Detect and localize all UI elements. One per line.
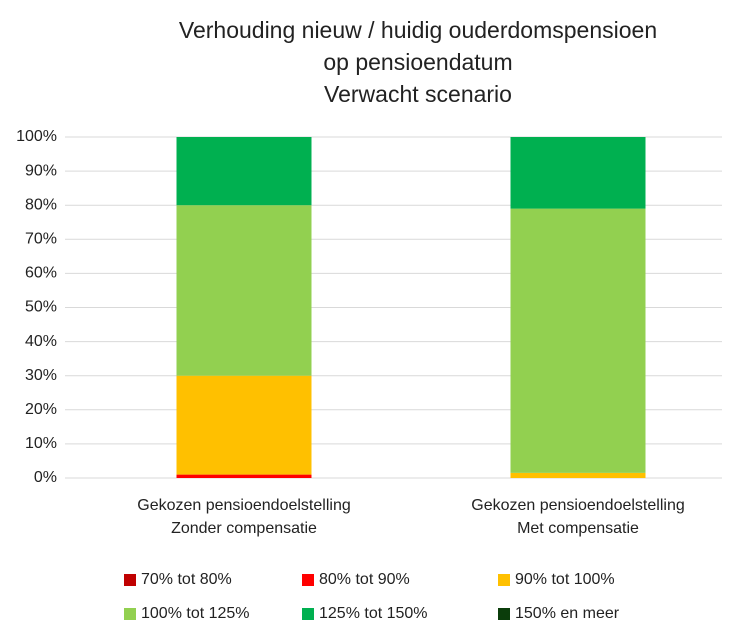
- y-tick-label: 30%: [25, 367, 57, 384]
- y-tick-label: 40%: [25, 333, 57, 350]
- y-tick-label: 100%: [16, 128, 57, 145]
- legend-label: 90% tot 100%: [515, 571, 615, 588]
- x-tick-label: Zonder compensatie: [171, 520, 317, 537]
- x-tick-label: Met compensatie: [517, 520, 639, 537]
- chart-title: Verwacht scenario: [324, 81, 512, 107]
- legend-label: 150% en meer: [515, 605, 620, 622]
- bar-segment: [176, 474, 312, 478]
- y-tick-label: 50%: [25, 299, 57, 316]
- legend-label: 80% tot 90%: [319, 571, 410, 588]
- y-tick-label: 70%: [25, 231, 57, 248]
- bar-segment: [176, 137, 312, 206]
- legend-swatch: [124, 608, 136, 620]
- legend-label: 70% tot 80%: [141, 571, 232, 588]
- bar-segment: [176, 205, 312, 376]
- chart-title: Verhouding nieuw / huidig ouderdomspensi…: [179, 17, 657, 43]
- y-tick-label: 90%: [25, 162, 57, 179]
- legend-swatch: [498, 574, 510, 586]
- y-tick-label: 0%: [34, 469, 57, 486]
- legend-label: 100% tot 125%: [141, 605, 250, 622]
- y-tick-label: 80%: [25, 196, 57, 213]
- legend-swatch: [498, 608, 510, 620]
- legend-label: 125% tot 150%: [319, 605, 428, 622]
- bar-segment: [510, 137, 646, 209]
- x-tick-label: Gekozen pensioendoelstelling: [137, 497, 350, 514]
- legend-swatch: [124, 574, 136, 586]
- y-tick-label: 10%: [25, 435, 57, 452]
- y-tick-label: 60%: [25, 265, 57, 282]
- y-tick-label: 20%: [25, 401, 57, 418]
- bar-segment: [510, 208, 646, 473]
- legend-swatch: [302, 574, 314, 586]
- x-tick-label: Gekozen pensioendoelstelling: [471, 497, 684, 514]
- bar-segment: [510, 472, 646, 478]
- legend-swatch: [302, 608, 314, 620]
- bar-segment: [176, 375, 312, 475]
- chart-title: op pensioendatum: [323, 49, 512, 75]
